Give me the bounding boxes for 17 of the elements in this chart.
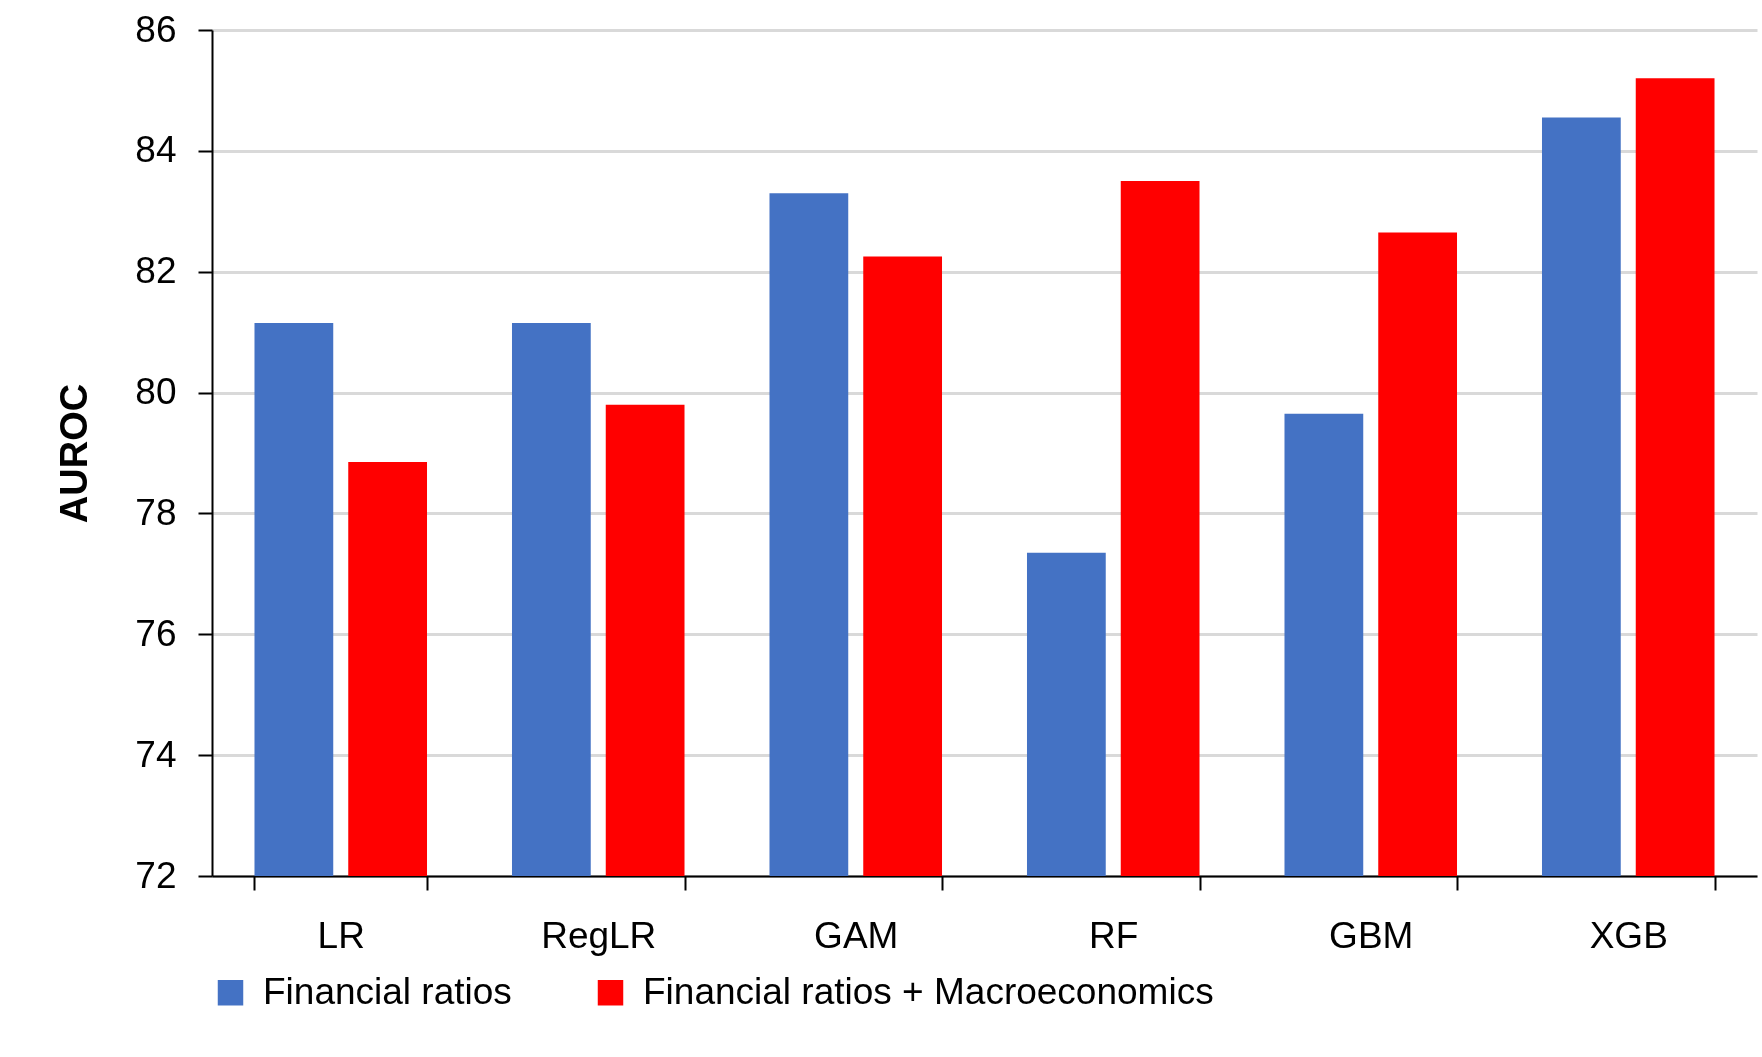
x-tick-label: GAM [814,914,899,956]
legend-label: Financial ratios [263,970,512,1012]
y-tick-label: 80 [135,371,177,413]
y-tick-label: 78 [135,491,177,533]
y-tick-label: 74 [135,733,177,775]
x-tick-label: GBM [1329,914,1414,956]
x-tick-label: XGB [1589,914,1668,956]
legend-label: Financial ratios + Macroeconomics [643,970,1214,1012]
y-tick-label: 82 [135,250,177,292]
x-tick-label: RF [1089,914,1139,956]
y-tick-label: 84 [135,129,177,171]
y-tick-label: 72 [135,854,177,896]
y-tick-label: 86 [135,8,177,50]
y-axis-title: AUROC [53,383,96,524]
y-tick-label: 76 [135,612,177,654]
x-tick-label: RegLR [541,914,657,956]
x-tick-label: LR [317,914,365,956]
